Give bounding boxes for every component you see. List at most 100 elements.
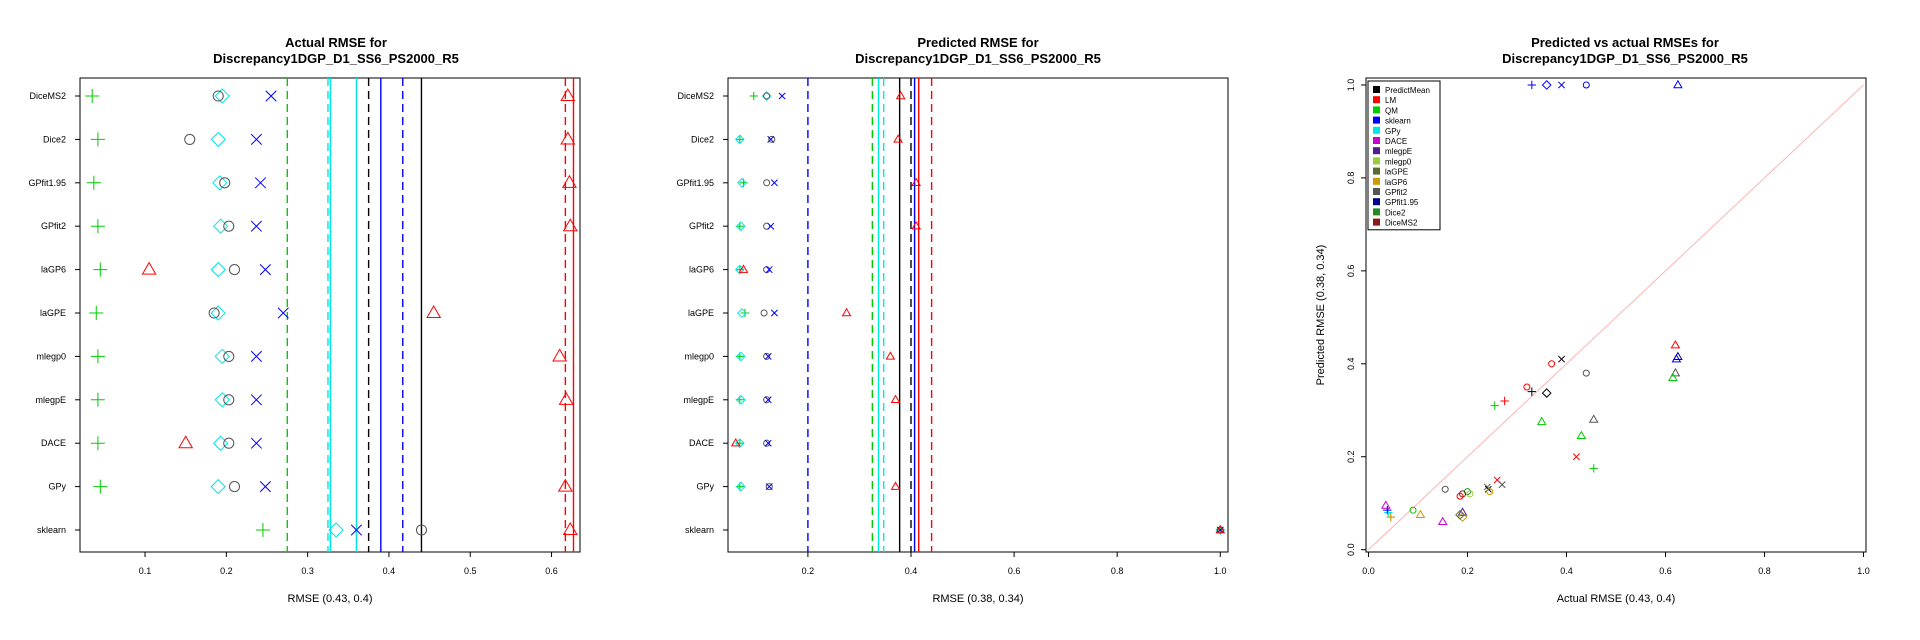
- panel1-category-label: mlegp0: [36, 351, 66, 361]
- panel3-legend-label-QM: QM: [1385, 106, 1398, 115]
- panel1-x-tick-label: 0.5: [464, 566, 477, 576]
- panel2-marker-GPfit2-laGPE: [760, 309, 768, 317]
- panel2-category-label: DACE: [689, 438, 714, 448]
- panel1-marker-sklearn-sklearn: [350, 524, 363, 536]
- panel3-point-QM: [1490, 401, 1499, 410]
- panel1-marker-GPfit2-GPy: [228, 481, 241, 493]
- panel3-legend-swatch-laGP6: [1373, 177, 1380, 185]
- panel1-marker-LM-laGPE: [426, 304, 442, 319]
- panel2-x-tick-label: 0.6: [1008, 566, 1021, 576]
- panel1-marker-QM-laGPE: [89, 306, 104, 320]
- panel2-marker-GPfit2-Dice2: [768, 135, 776, 143]
- panel2-marker-sklearn-DACE: [764, 439, 772, 447]
- panel2-reference-lines: [807, 78, 933, 552]
- panel2-markers: [730, 90, 1226, 535]
- panel1-marker-QM-Dice2: [90, 132, 105, 147]
- panel1-marker-GPy-mlegp0: [214, 348, 230, 365]
- panel2-marker-sklearn-Dice2: [767, 135, 775, 143]
- panel1-x-tick-label: 0.2: [220, 566, 233, 576]
- panel2-category-label: GPfit1.95: [676, 178, 714, 188]
- panel1-marker-GPy-mlegpE: [214, 392, 230, 408]
- panel2-x-ticks: 0.2 0.4 0.6 0.8 1.0: [802, 552, 1227, 576]
- panel3-point-sklearn: [1527, 80, 1537, 90]
- panel2-category-label: DiceMS2: [677, 91, 714, 101]
- panel2-category-label: GPfit2: [689, 221, 714, 231]
- panel3-legend-label-Dice2: Dice2: [1385, 208, 1406, 217]
- panel3-legend-swatch-QM: [1373, 106, 1380, 114]
- panel3-y-ticks: 0.0 0.2 0.4 0.6 0.8 1.0: [1346, 79, 1366, 556]
- panel2-category-label: GPy: [696, 482, 714, 492]
- panel2-marker-GPy-laGP6: [734, 264, 745, 275]
- panel2-marker-sklearn-mlegpE: [764, 396, 772, 404]
- panel2-plot-frame: [727, 77, 1229, 553]
- panel1-marker-GPfit2-DACE: [223, 437, 235, 449]
- panel1-title-line2: Discrepancy1DGP_D1_SS6_PS2000_R5: [213, 51, 459, 66]
- panel3-legend-label-DACE: DACE: [1385, 137, 1407, 146]
- panel1-marker-GPy-Dice2: [210, 131, 226, 148]
- panel1-marker-GPy-GPfit1.95: [212, 175, 228, 191]
- panel3-x-tick-label: 0.8: [1758, 566, 1771, 576]
- panel3-point-QM: [1576, 430, 1587, 440]
- panel1-marker-sklearn-Dice2: [250, 133, 263, 146]
- panel3-point-LM: [1523, 383, 1531, 391]
- panel1-category-labels: DiceMS2 Dice2 GPfit1.95 GPfit2 laGP6 laGPE mle…: [28, 91, 80, 535]
- panel3-y-axis-label: Predicted RMSE (0.38, 0.34): [1315, 245, 1327, 386]
- panel1-marker-sklearn-laGP6: [259, 263, 271, 276]
- panel3-point-DACE: [1380, 500, 1391, 509]
- panel3-point-sklearn: [1671, 353, 1682, 363]
- panel1-marker-GPfit2-laGPE: [208, 307, 220, 319]
- panel2-marker-GPy-GPfit1.95: [737, 177, 747, 188]
- panel1-category-label: GPy: [48, 482, 66, 492]
- panel3-point-sklearn: [1558, 81, 1566, 89]
- panel3-point-GPfit2: [1588, 414, 1599, 423]
- panel3-legend-label-PredictMean: PredictMean: [1385, 86, 1430, 95]
- panel1-marker-LM-GPy: [557, 478, 573, 492]
- panel3-point-LM: [1548, 360, 1556, 368]
- panel3-point-LM: [1456, 492, 1464, 500]
- panel2-category-label: Dice2: [691, 134, 714, 144]
- panel3-legend-swatch-DACE: [1373, 137, 1380, 144]
- panel3-legend-swatch-PredictMean: [1373, 86, 1380, 93]
- panel3-plot-frame: [1365, 77, 1867, 553]
- panel3-point-QM: [1589, 464, 1598, 473]
- panel1-marker-LM-mlegpE: [558, 391, 574, 405]
- panel3-point-laGP6: [1386, 512, 1395, 522]
- panel2-marker-LM-Dice2: [893, 134, 903, 143]
- panel1-marker-GPfit2-mlegp0: [223, 350, 235, 362]
- panel2-marker-GPy-laGPE: [737, 308, 747, 318]
- panel3-point-mlegp0: [1466, 490, 1474, 498]
- panel2-marker-sklearn-DiceMS2: [778, 92, 786, 100]
- panel3-legend-swatch-DiceMS2: [1373, 218, 1380, 226]
- panel1-title-line1: Actual RMSE for: [285, 35, 387, 50]
- panel1-marker-sklearn-laGPE: [277, 307, 289, 319]
- panel3-point-PredictMean: [1527, 387, 1537, 396]
- panel-predicted-vs-actual: Predicted vs actual RMSEs for Discrepanc…: [1315, 35, 1870, 605]
- panel3-legend-label-mlegp0: mlegp0: [1385, 157, 1412, 166]
- panel3-legend-swatch-mlegpE: [1373, 147, 1380, 155]
- panel3-point-QM: [1536, 416, 1547, 426]
- panel2-marker-LM-DACE: [730, 437, 741, 447]
- panel1-x-tick-label: 0.3: [301, 566, 314, 576]
- panel2-x-tick-label: 0.2: [802, 566, 815, 576]
- panel3-x-tick-label: 0.6: [1659, 566, 1672, 576]
- panel1-marker-GPy-GPy: [210, 478, 226, 495]
- panel3-legend-swatch-GPy: [1373, 126, 1380, 134]
- panel1-marker-LM-DACE: [178, 435, 194, 449]
- panel1-x-axis-label: RMSE (0.43, 0.4): [288, 593, 373, 605]
- panel3-point-sklearn: [1383, 505, 1392, 515]
- panel2-marker-GPy-GPfit2: [735, 221, 746, 232]
- panel1-marker-GPfit2-mlegpE: [223, 394, 235, 406]
- panel2-x-tick-label: 0.4: [905, 566, 918, 576]
- panel1-marker-GPfit2-laGP6: [228, 264, 241, 276]
- panel3-point-sklearn: [1541, 80, 1552, 90]
- panel3-title-line1: Predicted vs actual RMSEs for: [1531, 35, 1719, 50]
- panel1-marker-sklearn-DiceMS2: [265, 90, 277, 102]
- panel1-marker-QM-sklearn: [255, 523, 270, 537]
- panel1-marker-GPfit2-GPfit2: [223, 220, 235, 232]
- panel3-legend-label-DiceMS2: DiceMS2: [1385, 219, 1418, 228]
- panel2-marker-QM-Dice2: [735, 135, 745, 144]
- panel3-point-QM: [1668, 372, 1678, 381]
- panel3-point-laGP6: [1415, 509, 1426, 519]
